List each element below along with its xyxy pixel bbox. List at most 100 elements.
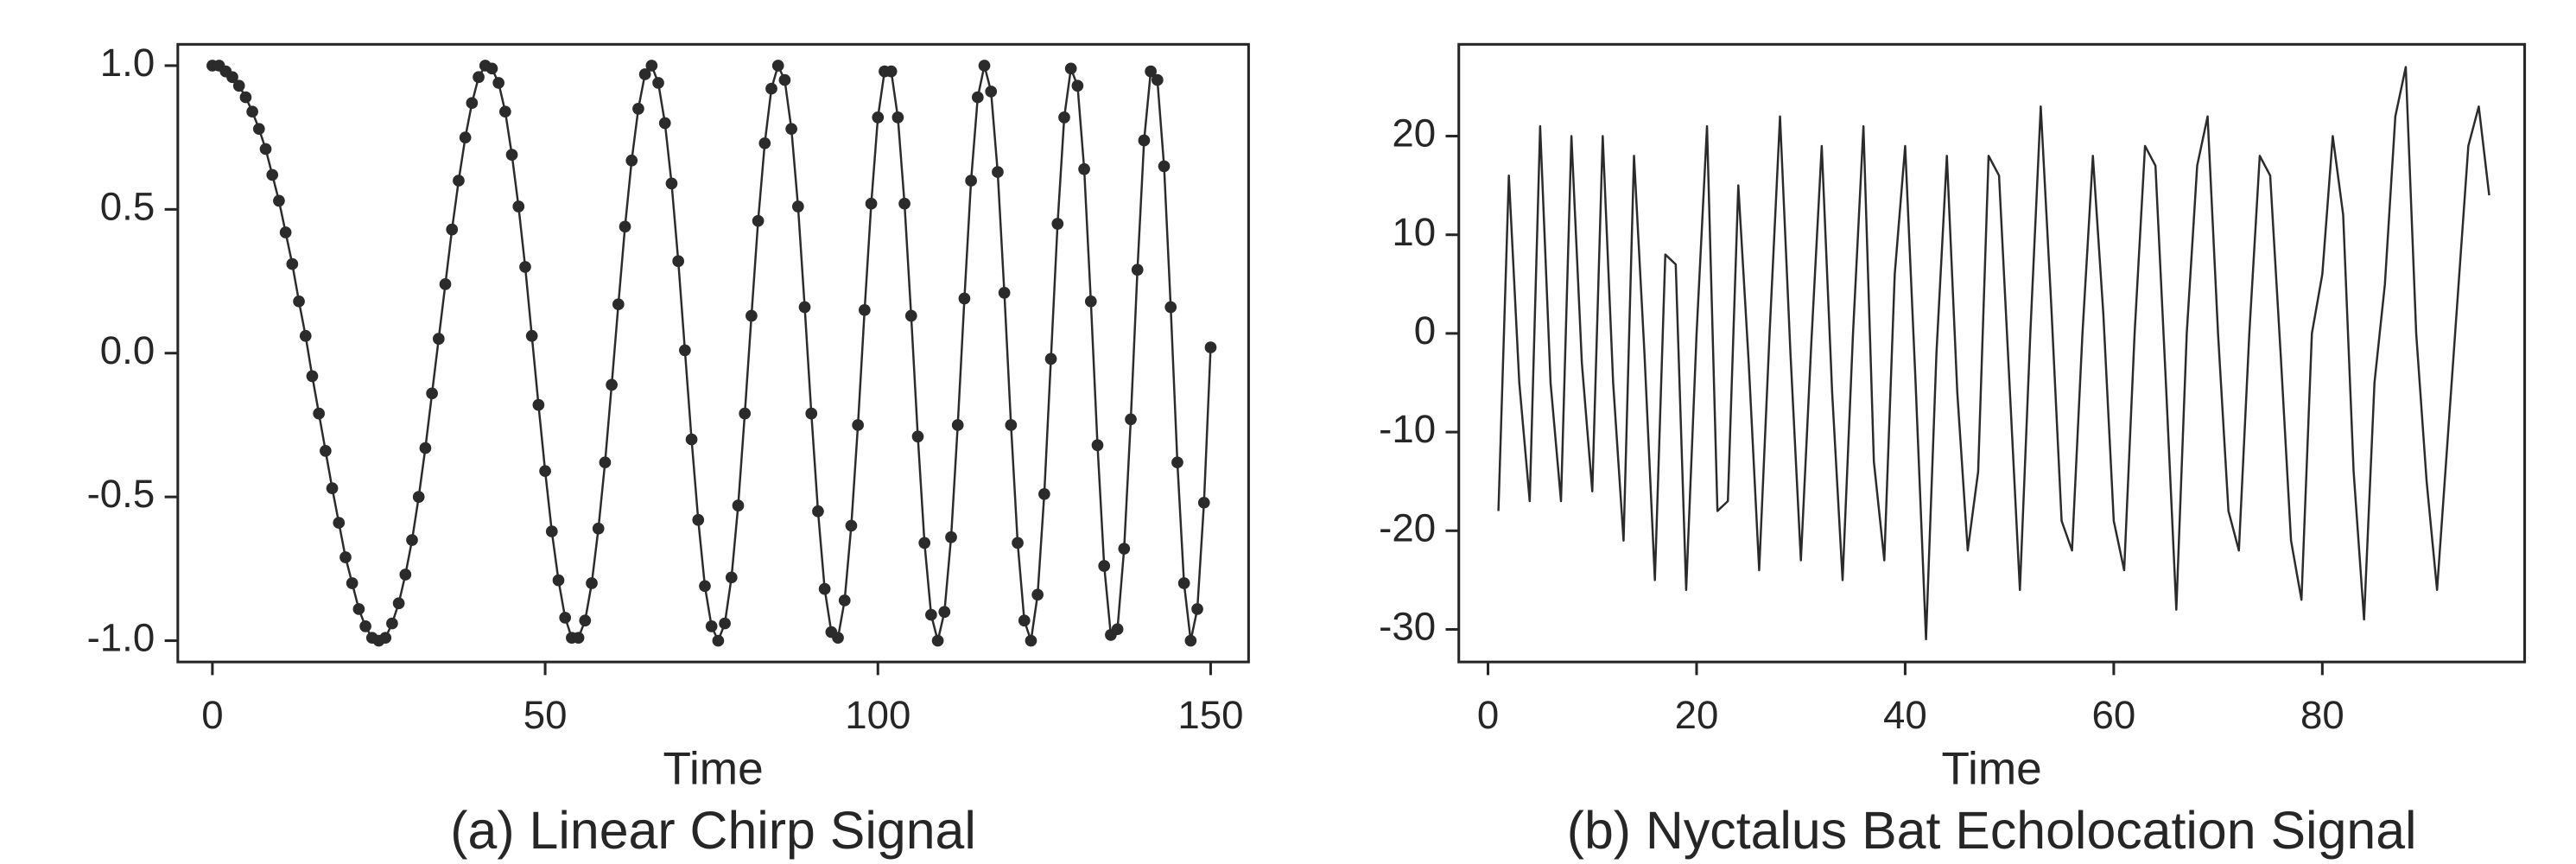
data-point bbox=[805, 407, 818, 420]
data-point bbox=[1191, 603, 1203, 615]
data-point bbox=[1151, 73, 1164, 86]
data-point bbox=[485, 62, 498, 75]
x-tick-label: 50 bbox=[523, 693, 568, 737]
data-point bbox=[426, 387, 438, 400]
data-point bbox=[958, 292, 971, 305]
data-point bbox=[252, 123, 265, 136]
data-point bbox=[619, 220, 631, 233]
data-point bbox=[406, 534, 418, 546]
data-point bbox=[812, 505, 824, 518]
data-point bbox=[266, 168, 279, 181]
data-point bbox=[1025, 634, 1037, 647]
data-point bbox=[971, 91, 984, 104]
data-point bbox=[712, 634, 725, 647]
data-point bbox=[705, 620, 718, 632]
data-line bbox=[1497, 66, 2490, 641]
x-tick-label: 40 bbox=[1883, 693, 1927, 737]
data-point bbox=[1164, 301, 1177, 314]
data-point bbox=[778, 73, 791, 86]
data-point bbox=[512, 200, 525, 213]
data-point bbox=[232, 79, 245, 92]
data-point bbox=[473, 71, 485, 84]
data-point bbox=[945, 530, 957, 543]
plot-frame bbox=[1457, 42, 2527, 664]
data-point bbox=[672, 255, 684, 268]
data-point bbox=[732, 499, 745, 511]
y-tick-label: -10 bbox=[1379, 407, 1436, 451]
data-point bbox=[1091, 439, 1104, 452]
data-point bbox=[1038, 487, 1050, 500]
data-point bbox=[918, 537, 931, 550]
data-point bbox=[286, 257, 299, 270]
data-point bbox=[632, 103, 644, 115]
data-point bbox=[1051, 218, 1064, 230]
data-point bbox=[399, 569, 412, 581]
data-point bbox=[719, 617, 731, 630]
data-point bbox=[1044, 353, 1057, 365]
data-point bbox=[320, 445, 332, 457]
data-point bbox=[998, 287, 1011, 299]
x-axis-title: Time bbox=[1941, 744, 2041, 795]
y-tick-label: -0.5 bbox=[87, 472, 155, 516]
data-point bbox=[392, 597, 405, 610]
data-point bbox=[985, 86, 998, 98]
data-point bbox=[904, 309, 917, 322]
x-axis-title: Time bbox=[663, 744, 763, 795]
data-point bbox=[771, 60, 784, 72]
data-point bbox=[785, 123, 797, 136]
y-tick-label: 0.5 bbox=[100, 184, 155, 228]
y-tick-label: 1.0 bbox=[100, 41, 155, 85]
data-point bbox=[352, 603, 365, 615]
data-point bbox=[226, 71, 238, 84]
data-point bbox=[1064, 62, 1077, 75]
data-point bbox=[965, 175, 977, 187]
data-point bbox=[559, 612, 572, 624]
x-tick-label: 0 bbox=[1477, 693, 1499, 737]
caption: (b) Nyctalus Bat Echolocation Signal bbox=[1567, 801, 2417, 860]
data-point bbox=[951, 419, 964, 431]
data-point bbox=[1171, 456, 1183, 469]
data-point bbox=[692, 513, 705, 526]
y-tick-label: 20 bbox=[1392, 111, 1436, 156]
data-point bbox=[579, 614, 592, 627]
data-point bbox=[658, 117, 671, 130]
data-point bbox=[798, 301, 811, 314]
data-point bbox=[852, 419, 865, 431]
data-point bbox=[505, 149, 518, 161]
data-point bbox=[685, 433, 698, 446]
data-point bbox=[1012, 537, 1024, 550]
x-tick-label: 20 bbox=[1675, 693, 1719, 737]
data-point bbox=[333, 517, 346, 529]
caption: (a) Linear Chirp Signal bbox=[450, 801, 976, 860]
data-point bbox=[612, 298, 625, 311]
data-point bbox=[845, 519, 858, 532]
data-point bbox=[791, 200, 804, 213]
data-point bbox=[725, 571, 738, 584]
x-tick-label: 60 bbox=[2092, 693, 2136, 737]
y-tick-label: 0.0 bbox=[100, 328, 155, 372]
data-point bbox=[386, 617, 398, 630]
x-tick-label: 80 bbox=[2300, 693, 2344, 737]
data-point bbox=[752, 214, 765, 227]
data-point bbox=[1058, 111, 1070, 124]
data-point bbox=[592, 522, 605, 535]
data-point bbox=[992, 166, 1004, 178]
y-tick-label: 0 bbox=[1414, 308, 1436, 353]
data-point bbox=[832, 632, 844, 645]
data-point bbox=[1118, 543, 1131, 555]
data-point bbox=[679, 344, 691, 357]
data-point bbox=[379, 632, 392, 645]
data-point bbox=[432, 333, 445, 345]
data-point bbox=[279, 226, 292, 238]
data-point bbox=[532, 398, 545, 411]
data-point bbox=[552, 574, 565, 587]
data-point bbox=[818, 582, 831, 595]
data-point bbox=[239, 91, 252, 104]
data-point bbox=[306, 370, 319, 383]
data-point bbox=[765, 82, 777, 95]
data-point bbox=[1138, 134, 1151, 147]
data-point bbox=[1031, 588, 1044, 601]
data-point bbox=[446, 223, 459, 236]
data-point bbox=[499, 105, 511, 118]
